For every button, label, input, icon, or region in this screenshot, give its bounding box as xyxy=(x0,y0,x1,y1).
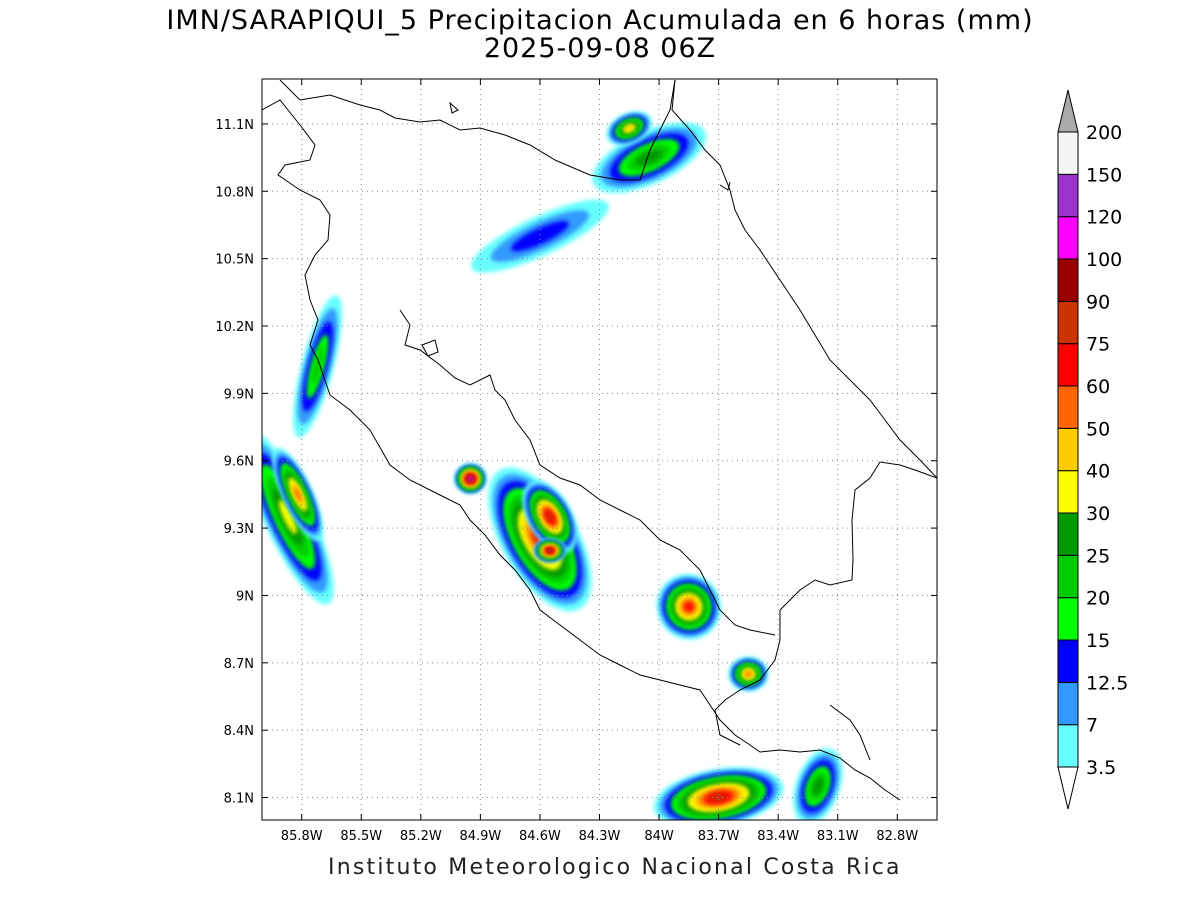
y-tick-label: 11.1N xyxy=(215,118,254,133)
colorbar-label: 100 xyxy=(1086,249,1122,271)
colorbar-swatch xyxy=(1057,512,1079,556)
colorbar-label: 7 xyxy=(1086,715,1098,737)
precip-contour xyxy=(710,793,727,802)
panama-border xyxy=(779,461,937,611)
precip-contour xyxy=(745,671,752,677)
precip-cell xyxy=(606,111,652,146)
colorbar-swatch xyxy=(1057,554,1079,599)
colorbar-label: 20 xyxy=(1086,588,1110,610)
y-tick-label: 9N xyxy=(236,589,254,604)
precip-cell xyxy=(272,447,324,541)
y-tick-label: 9.9N xyxy=(224,387,254,402)
precip-contour xyxy=(293,487,302,502)
colorbar-swatch xyxy=(1057,300,1079,345)
precip-contour xyxy=(684,602,694,612)
colorbar-swatch xyxy=(1057,639,1079,683)
x-axis-ticks: 85.8W 85.5W 85.2W 84.9W 84.6W 84.3W 84W 83.7W 83… xyxy=(281,79,918,844)
precip-contour xyxy=(546,512,554,522)
x-tick-label: 84.6W xyxy=(519,829,561,844)
colorbar-swatch xyxy=(1057,258,1079,302)
colorbar-swatch xyxy=(1057,427,1079,472)
colorbar-label: 15 xyxy=(1086,630,1110,652)
precip-contour xyxy=(812,777,824,795)
precip-contour xyxy=(548,549,552,552)
precip-cell xyxy=(454,463,487,494)
colorbar-label: 90 xyxy=(1086,291,1110,313)
lake-nicaragua-outline xyxy=(279,79,676,181)
colorbar-swatch xyxy=(1057,597,1079,641)
precip-cell xyxy=(522,480,578,553)
precip-contour xyxy=(625,125,633,132)
y-tick-label: 10.2N xyxy=(215,320,254,335)
colorbar-label: 200 xyxy=(1086,122,1122,144)
colorbar-label: 12.5 xyxy=(1086,672,1128,694)
colorbar-swatch xyxy=(1057,216,1079,260)
x-tick-label: 84.9W xyxy=(459,829,501,844)
x-tick-label: 84.3W xyxy=(579,829,621,844)
colorbar-label: 50 xyxy=(1086,418,1110,440)
colorbar-label: 30 xyxy=(1086,503,1110,525)
precipitation-field xyxy=(262,111,843,820)
precip-cell xyxy=(262,429,334,605)
precip-cell xyxy=(533,538,566,563)
gulf-of-nicoya xyxy=(399,309,776,636)
colorbar: 3.5 7 12.5 15 20 25 30 40 50 60 75 90 100 120 150 200 xyxy=(1057,89,1128,810)
pacific-coast xyxy=(262,99,901,801)
map-grid xyxy=(262,79,937,820)
precip-cell xyxy=(793,748,843,820)
x-tick-label: 85.5W xyxy=(340,829,382,844)
y-tick-label: 8.7N xyxy=(224,657,254,672)
colorbar-label: 25 xyxy=(1086,545,1110,567)
y-tick-label: 10.5N xyxy=(215,253,254,268)
x-tick-label: 85.2W xyxy=(400,829,442,844)
colorbar-label: 75 xyxy=(1086,334,1110,356)
coastline xyxy=(262,79,937,801)
colorbar-upper-arrow xyxy=(1057,89,1079,133)
colorbar-swatch xyxy=(1057,681,1079,726)
precip-cell xyxy=(471,199,609,273)
colorbar-label: 60 xyxy=(1086,376,1110,398)
colorbar-label: 150 xyxy=(1086,164,1122,186)
colorbar-swatch xyxy=(1057,343,1079,387)
precip-cell xyxy=(293,295,343,438)
y-tick-label: 10.8N xyxy=(215,185,254,200)
credit-text: Instituto Meteorologico Nacional Costa R… xyxy=(328,855,902,880)
colorbar-label: 40 xyxy=(1086,461,1110,483)
x-tick-label: 84W xyxy=(644,829,674,844)
x-tick-label: 83.7W xyxy=(698,829,740,844)
colorbar-swatch xyxy=(1057,724,1079,768)
map-title: IMN/SARAPIQUI_5 Precipitacion Acumulada … xyxy=(166,5,1034,36)
y-axis-ticks: 11.1N 10.8N 10.5N 10.2N 9.9N 9.6N 9.3N 9N 8.7N 8.… xyxy=(215,118,937,807)
precip-cell xyxy=(656,574,721,640)
precip-cell xyxy=(592,122,707,193)
precip-contour xyxy=(510,221,569,252)
y-tick-label: 8.1N xyxy=(224,792,254,807)
precip-contour xyxy=(278,499,297,535)
colorbar-swatch xyxy=(1057,470,1079,514)
x-tick-label: 83.1W xyxy=(817,829,859,844)
colorbar-swatch xyxy=(1057,131,1079,175)
precip-contour xyxy=(636,149,662,166)
caribbean-coast xyxy=(671,79,937,479)
x-tick-label: 82.8W xyxy=(876,829,918,844)
x-tick-label: 85.8W xyxy=(281,829,323,844)
y-tick-label: 9.3N xyxy=(224,522,254,537)
y-tick-label: 9.6N xyxy=(224,455,254,470)
precip-cell xyxy=(653,767,784,820)
colorbar-label: 3.5 xyxy=(1086,757,1116,779)
colorbar-swatch xyxy=(1057,173,1079,218)
colorbar-lower-arrow xyxy=(1057,766,1079,810)
colorbar-swatch xyxy=(1057,385,1079,429)
map-valid-time: 2025-09-08 06Z xyxy=(483,33,717,64)
precip-contour xyxy=(311,347,324,386)
y-tick-label: 8.4N xyxy=(224,724,254,739)
precip-contour xyxy=(469,477,472,481)
colorbar-label: 120 xyxy=(1086,207,1122,229)
x-tick-label: 83.4W xyxy=(757,829,799,844)
